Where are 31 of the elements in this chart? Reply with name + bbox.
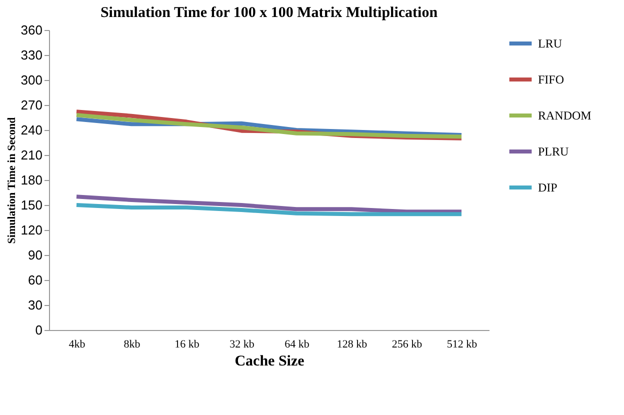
x-tick-label: 256 kb xyxy=(392,338,423,350)
x-tick-label: 16 kb xyxy=(174,338,200,350)
x-tick-label: 8kb xyxy=(124,338,141,350)
x-tick-label: 64 kb xyxy=(284,338,310,350)
y-axis-title: Simulation Time in Second xyxy=(6,117,18,244)
chart-title: Simulation Time for 100 x 100 Matrix Multiplication xyxy=(100,5,438,21)
y-tick-label: 150 xyxy=(20,198,42,212)
x-tick-label: 128 kb xyxy=(336,338,368,350)
legend-label: LRU xyxy=(538,36,562,50)
y-tick-label: 300 xyxy=(20,72,42,88)
y-tick-label: 60 xyxy=(28,272,42,288)
y-tick-label: 240 xyxy=(20,122,42,138)
y-tick-label: 180 xyxy=(20,172,42,188)
x-axis-title: Cache Size xyxy=(234,354,305,370)
x-tick-label: 32 kb xyxy=(230,338,255,350)
y-tick-label: 210 xyxy=(20,148,42,162)
y-tick-label: 270 xyxy=(20,98,42,112)
legend-label: DIP xyxy=(538,180,558,194)
x-tick-label: 512 kb xyxy=(446,338,478,350)
x-tick-label: 4kb xyxy=(68,338,86,350)
y-tick-label: 0 xyxy=(35,322,42,338)
y-tick-label: 90 xyxy=(28,248,42,262)
legend-label: PLRU xyxy=(538,144,570,158)
y-tick-label: 120 xyxy=(20,222,42,238)
y-tick-label: 330 xyxy=(20,48,42,62)
y-tick-label: 360 xyxy=(20,22,42,38)
y-tick-label: 30 xyxy=(28,298,42,312)
legend-label: RANDOM xyxy=(538,108,592,122)
line-series xyxy=(74,203,464,216)
legend-label: FIFO xyxy=(538,72,564,86)
line-series xyxy=(74,194,464,214)
